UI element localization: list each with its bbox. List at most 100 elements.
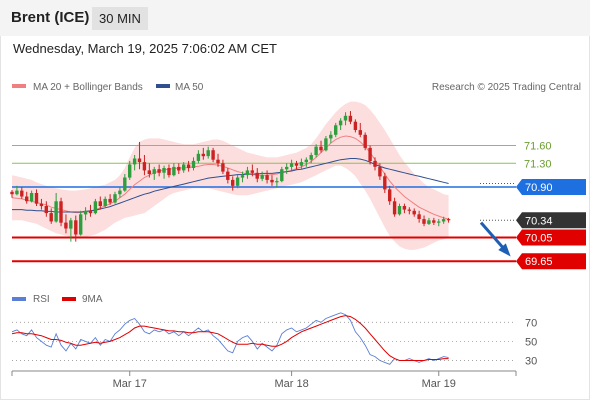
rsi-tick-label: 50 xyxy=(525,336,537,348)
candle-down xyxy=(137,158,142,163)
candle-up xyxy=(103,198,107,206)
candle-up xyxy=(427,220,431,224)
candle-down xyxy=(211,150,215,160)
resistance-label: 71.60 xyxy=(524,140,552,152)
candle-down xyxy=(34,193,39,204)
x-axis-label: Mar 17 xyxy=(113,378,147,390)
candle-up xyxy=(314,146,318,155)
chart-datetime: Wednesday, March 19, 2025 7:06:02 AM CET xyxy=(13,41,277,56)
9ma-legend-label: 9MA xyxy=(82,294,103,305)
candle-up xyxy=(69,220,73,229)
candle-up xyxy=(152,169,156,174)
ma50-legend-label: MA 50 xyxy=(175,82,204,93)
candle-down xyxy=(383,176,387,190)
support-tag xyxy=(516,229,586,246)
candle-down xyxy=(250,170,254,173)
candle-up xyxy=(162,168,166,173)
candle-down xyxy=(98,201,102,206)
candle-up xyxy=(280,169,284,182)
candle-up xyxy=(329,134,333,139)
rsi-line xyxy=(11,312,449,365)
chart-header: Brent (ICE) 30 MIN xyxy=(0,0,590,36)
candle-up xyxy=(235,177,240,186)
candle-up xyxy=(397,206,402,215)
candle-down xyxy=(388,189,392,202)
last-tag xyxy=(516,212,586,229)
candle-down xyxy=(412,210,416,215)
resistance-label: 71.30 xyxy=(524,158,552,170)
candle-down xyxy=(373,160,377,167)
credit-text: Research © 2025 Trading Central xyxy=(432,82,581,93)
candle-down xyxy=(226,171,230,180)
candle-down xyxy=(270,179,274,183)
candle-down xyxy=(167,168,171,176)
candle-down xyxy=(216,159,220,164)
candle-up xyxy=(304,159,308,163)
candle-up xyxy=(260,175,264,179)
candle-up xyxy=(285,166,289,170)
price-panel: 71.60 71.30 70.90 70.34 70.05 69.65 xyxy=(10,101,586,270)
candle-up xyxy=(128,164,132,178)
candle-up xyxy=(343,115,348,121)
rsi-tick-label: 70 xyxy=(525,317,537,329)
pivot-label: 70.90 xyxy=(525,182,553,194)
candle-up xyxy=(132,158,137,165)
candle-down xyxy=(446,219,451,221)
candle-up xyxy=(289,163,294,167)
timeframe-badge[interactable]: 30 MIN xyxy=(92,7,148,30)
x-axis-label: Mar 18 xyxy=(274,378,308,390)
9ma-line xyxy=(11,315,449,361)
candle-up xyxy=(245,170,250,176)
candle-down xyxy=(363,134,367,148)
rsi-legend-swatch xyxy=(12,297,26,301)
candle-down xyxy=(378,166,382,177)
instrument-title: Brent (ICE) xyxy=(11,9,90,26)
last-label: 70.34 xyxy=(525,215,553,227)
candle-up xyxy=(309,155,313,160)
candle-down xyxy=(265,175,269,180)
rsi-legend-label: RSI xyxy=(33,294,50,305)
candle-down xyxy=(74,220,78,235)
candle-up xyxy=(15,190,19,195)
support-label: 69.65 xyxy=(525,256,553,268)
candle-up xyxy=(206,150,210,157)
candle-down xyxy=(402,206,407,210)
candle-down xyxy=(64,222,68,229)
candle-down xyxy=(353,121,358,130)
candle-up xyxy=(191,160,196,168)
candle-up xyxy=(441,219,446,222)
candle-up xyxy=(113,194,117,203)
candle-up xyxy=(275,181,279,183)
support-label: 70.05 xyxy=(525,232,553,244)
bollinger-legend-swatch xyxy=(12,84,26,88)
rsi-tick-label: 30 xyxy=(525,355,537,367)
candle-up xyxy=(196,153,201,161)
time-axis: Mar 17 Mar 18 Mar 19 xyxy=(11,370,517,390)
candle-down xyxy=(348,115,353,122)
candle-up xyxy=(240,175,245,178)
candle-down xyxy=(39,203,44,207)
candle-down xyxy=(294,163,299,166)
candle-up xyxy=(123,177,127,191)
candle-up xyxy=(324,138,328,151)
candle-down xyxy=(358,130,362,135)
candle-down xyxy=(20,190,24,197)
candle-up xyxy=(93,201,98,214)
candle-down xyxy=(88,210,93,214)
candle-down xyxy=(255,172,259,179)
candle-down xyxy=(142,162,147,171)
bollinger-legend-label: MA 20 + Bollinger Bands xyxy=(33,82,143,93)
projection-arrow-head xyxy=(498,243,511,257)
pivot-tag xyxy=(516,179,586,196)
candle-down xyxy=(201,153,205,157)
candle-down xyxy=(368,147,372,161)
candle-down xyxy=(177,166,181,171)
candle-down xyxy=(392,201,397,215)
support-tag xyxy=(516,253,586,270)
candle-up xyxy=(437,221,441,223)
candle-down xyxy=(59,201,63,223)
candle-down xyxy=(231,179,235,186)
candle-down xyxy=(157,169,161,173)
candle-down xyxy=(432,220,436,223)
